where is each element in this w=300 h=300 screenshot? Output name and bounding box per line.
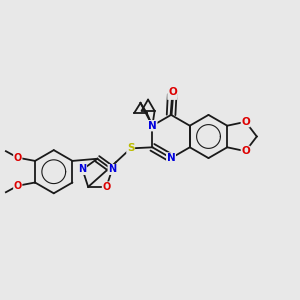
Text: S: S: [127, 143, 134, 153]
Text: O: O: [102, 182, 111, 192]
Text: N: N: [167, 153, 176, 163]
Text: N: N: [108, 164, 116, 175]
Text: N: N: [167, 153, 176, 163]
Text: O: O: [14, 153, 22, 163]
Text: N: N: [148, 121, 157, 131]
Text: O: O: [14, 181, 22, 191]
Text: O: O: [241, 117, 250, 127]
Text: N: N: [78, 164, 87, 175]
Text: O: O: [168, 87, 177, 97]
Text: O: O: [241, 146, 250, 156]
Text: O: O: [168, 89, 176, 99]
Text: S: S: [127, 143, 134, 153]
Text: N: N: [148, 121, 157, 131]
